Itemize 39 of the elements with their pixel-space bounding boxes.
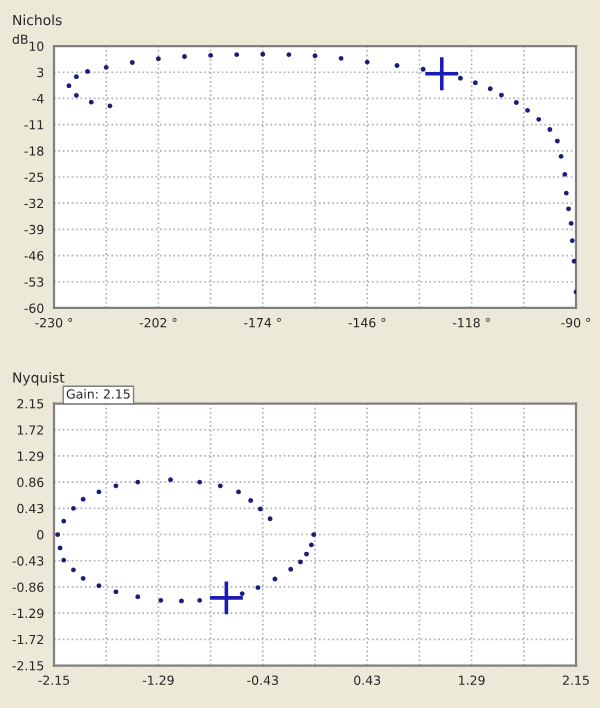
point: [73, 74, 79, 80]
point: [80, 496, 86, 502]
point: [234, 52, 240, 58]
point: [487, 86, 493, 92]
point: [562, 171, 568, 177]
point: [554, 138, 560, 144]
point: [113, 483, 119, 489]
point: [312, 53, 318, 59]
point: [88, 99, 94, 105]
point: [197, 479, 203, 485]
point: [208, 579, 245, 617]
point: [113, 589, 119, 595]
point: [420, 66, 426, 72]
point: [257, 506, 263, 512]
point: [260, 51, 266, 57]
point: [569, 238, 575, 244]
point: [197, 597, 203, 603]
point: [308, 542, 314, 548]
point: [286, 52, 292, 58]
point: [563, 190, 569, 196]
point: [536, 116, 542, 122]
point: [338, 55, 344, 61]
point: [66, 83, 72, 89]
point: [61, 557, 67, 563]
point: [267, 516, 273, 522]
point: [423, 55, 461, 92]
point: [135, 479, 141, 485]
point: [472, 80, 478, 86]
point: [61, 518, 67, 524]
point: [364, 59, 370, 65]
point: [158, 597, 164, 603]
point: [288, 566, 294, 572]
point: [135, 594, 141, 600]
point: [155, 56, 161, 62]
point: [239, 591, 245, 597]
point: [208, 52, 214, 58]
point: [217, 483, 223, 489]
point: [96, 583, 102, 589]
point: [103, 64, 109, 70]
